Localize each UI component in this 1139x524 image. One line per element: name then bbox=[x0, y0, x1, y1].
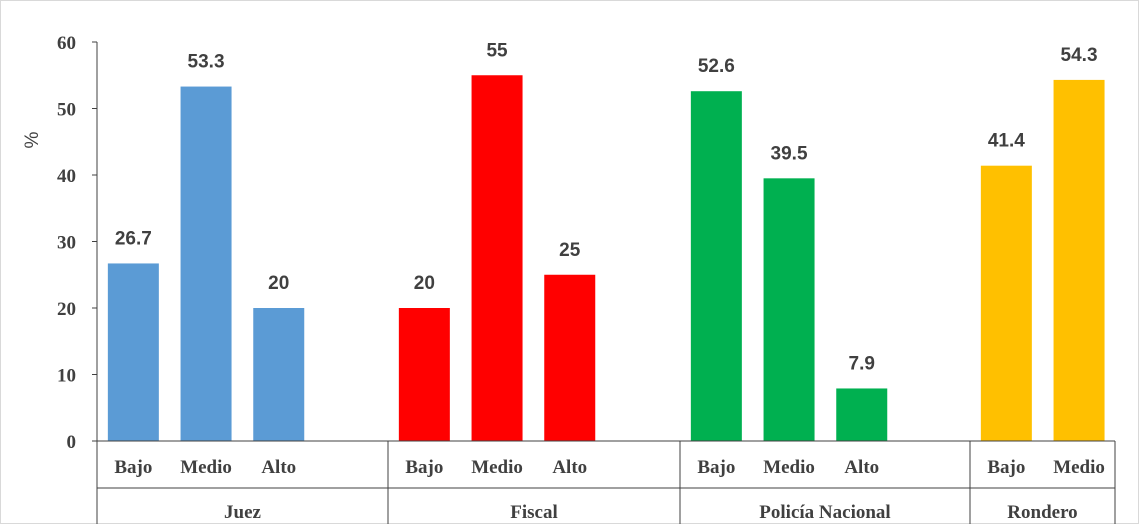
y-tick-label: 60 bbox=[57, 33, 76, 54]
data-label: 20 bbox=[414, 273, 435, 294]
category-label: Alto bbox=[552, 457, 587, 478]
bar bbox=[690, 91, 742, 442]
group-label: Juez bbox=[224, 502, 262, 523]
y-tick-label: 20 bbox=[57, 299, 76, 320]
bar bbox=[836, 388, 888, 441]
bar bbox=[471, 75, 523, 441]
y-tick-label: 40 bbox=[57, 166, 76, 187]
data-label: 41.4 bbox=[988, 131, 1025, 152]
category-label: Bajo bbox=[987, 457, 1025, 478]
data-label: 52.6 bbox=[698, 56, 735, 77]
bar bbox=[253, 308, 305, 441]
y-axis: 0 10 20 30 40 50 60 bbox=[57, 33, 98, 453]
data-label: 20 bbox=[268, 273, 289, 294]
category-label: Medio bbox=[1053, 457, 1105, 478]
bar bbox=[1053, 79, 1105, 441]
y-tick-label: 10 bbox=[57, 366, 76, 387]
y-tick-label: 50 bbox=[57, 100, 76, 121]
bar bbox=[398, 308, 450, 441]
bar bbox=[180, 86, 232, 442]
bar bbox=[763, 178, 815, 441]
group-label: Fiscal bbox=[510, 502, 558, 523]
category-label: Bajo bbox=[114, 457, 152, 478]
group-label: Policía Nacional bbox=[759, 502, 890, 523]
bars: 26.7 53.3 20 20 55 25 52.6 39.5 7.9 41.4 54.3 bbox=[107, 40, 1105, 442]
data-label: 25 bbox=[559, 240, 581, 261]
category-label: Alto bbox=[261, 457, 296, 478]
data-label: 54.3 bbox=[1061, 45, 1098, 66]
group-label: Rondero bbox=[1007, 502, 1077, 523]
bar bbox=[980, 165, 1032, 441]
data-label: 39.5 bbox=[771, 143, 808, 164]
y-tick-label: 0 bbox=[67, 432, 77, 453]
category-label: Medio bbox=[763, 457, 815, 478]
y-axis-label: % bbox=[22, 131, 43, 148]
data-label: 53.3 bbox=[188, 52, 225, 73]
category-label: Bajo bbox=[405, 457, 443, 478]
y-tick-label: 30 bbox=[57, 233, 76, 254]
data-label: 26.7 bbox=[115, 228, 152, 249]
bar bbox=[544, 274, 596, 441]
data-label: 7.9 bbox=[849, 353, 875, 374]
category-label: Medio bbox=[471, 457, 523, 478]
x-axis: Bajo Medio Alto Juez Bajo Medio Alto Fiscal Bajo… bbox=[96, 440, 1116, 524]
category-label: Bajo bbox=[697, 457, 735, 478]
bar bbox=[107, 263, 159, 441]
data-label: 55 bbox=[486, 40, 508, 61]
category-label: Medio bbox=[180, 457, 232, 478]
category-label: Alto bbox=[844, 457, 879, 478]
